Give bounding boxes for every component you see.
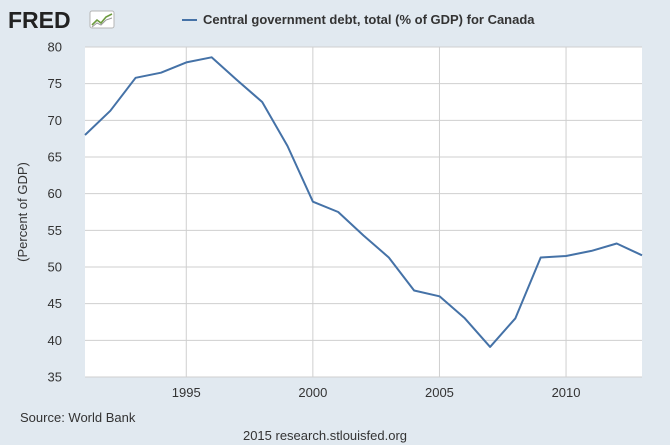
data-point[interactable] xyxy=(637,250,647,260)
data-point[interactable] xyxy=(612,239,622,249)
x-axis-ticks: 1995 2000 2005 2010 xyxy=(172,385,581,400)
data-point[interactable] xyxy=(308,197,318,207)
legend-label: Central government debt, total (% of GDP… xyxy=(203,12,535,27)
y-tick-label: 55 xyxy=(48,223,62,238)
data-point[interactable] xyxy=(257,97,267,107)
series-line[interactable] xyxy=(84,56,643,348)
source-label: Source: World Bank xyxy=(20,410,136,425)
y-tick-label: 60 xyxy=(48,186,62,201)
data-point[interactable] xyxy=(409,286,419,296)
y-tick-label: 45 xyxy=(48,296,62,311)
data-point[interactable] xyxy=(283,141,293,151)
data-point[interactable] xyxy=(561,251,571,261)
data-point[interactable] xyxy=(80,130,90,140)
legend: Central government debt, total (% of GDP… xyxy=(182,12,535,27)
data-point[interactable] xyxy=(207,52,217,62)
footer-url[interactable]: 2015 research.stlouisfed.org xyxy=(243,428,407,443)
y-axis-ticks: 35 40 45 50 55 60 65 70 75 80 xyxy=(48,40,62,385)
data-point[interactable] xyxy=(384,253,394,263)
data-point[interactable] xyxy=(536,253,546,263)
gridlines xyxy=(85,46,642,378)
data-point[interactable] xyxy=(586,246,596,256)
x-tick-label: 1995 xyxy=(172,385,201,400)
y-tick-label: 80 xyxy=(48,40,62,55)
data-point[interactable] xyxy=(510,313,520,323)
y-tick-label: 40 xyxy=(48,333,62,348)
data-point[interactable] xyxy=(333,207,343,217)
data-point[interactable] xyxy=(232,75,242,85)
y-tick-label: 65 xyxy=(48,150,62,165)
data-point[interactable] xyxy=(359,231,369,241)
data-point[interactable] xyxy=(131,73,141,83)
fred-logo-chart-icon xyxy=(89,10,115,29)
series-layer xyxy=(80,52,647,352)
data-point[interactable] xyxy=(156,68,166,78)
fred-logo-text: FRED xyxy=(8,7,71,33)
y-tick-label: 75 xyxy=(48,76,62,91)
x-tick-label: 2000 xyxy=(298,385,327,400)
fred-logo[interactable]: FRED xyxy=(8,7,115,33)
y-tick-label: 35 xyxy=(48,370,62,385)
data-point[interactable] xyxy=(460,313,470,323)
plot-area xyxy=(85,47,642,377)
x-tick-label: 2005 xyxy=(425,385,454,400)
data-point[interactable] xyxy=(485,342,495,352)
y-tick-label: 50 xyxy=(48,260,62,275)
data-point[interactable] xyxy=(105,106,115,116)
data-point[interactable] xyxy=(181,57,191,67)
data-point[interactable] xyxy=(435,291,445,301)
y-tick-label: 70 xyxy=(48,113,62,128)
y-axis-title: (Percent of GDP) xyxy=(15,162,30,262)
x-tick-label: 2010 xyxy=(552,385,581,400)
